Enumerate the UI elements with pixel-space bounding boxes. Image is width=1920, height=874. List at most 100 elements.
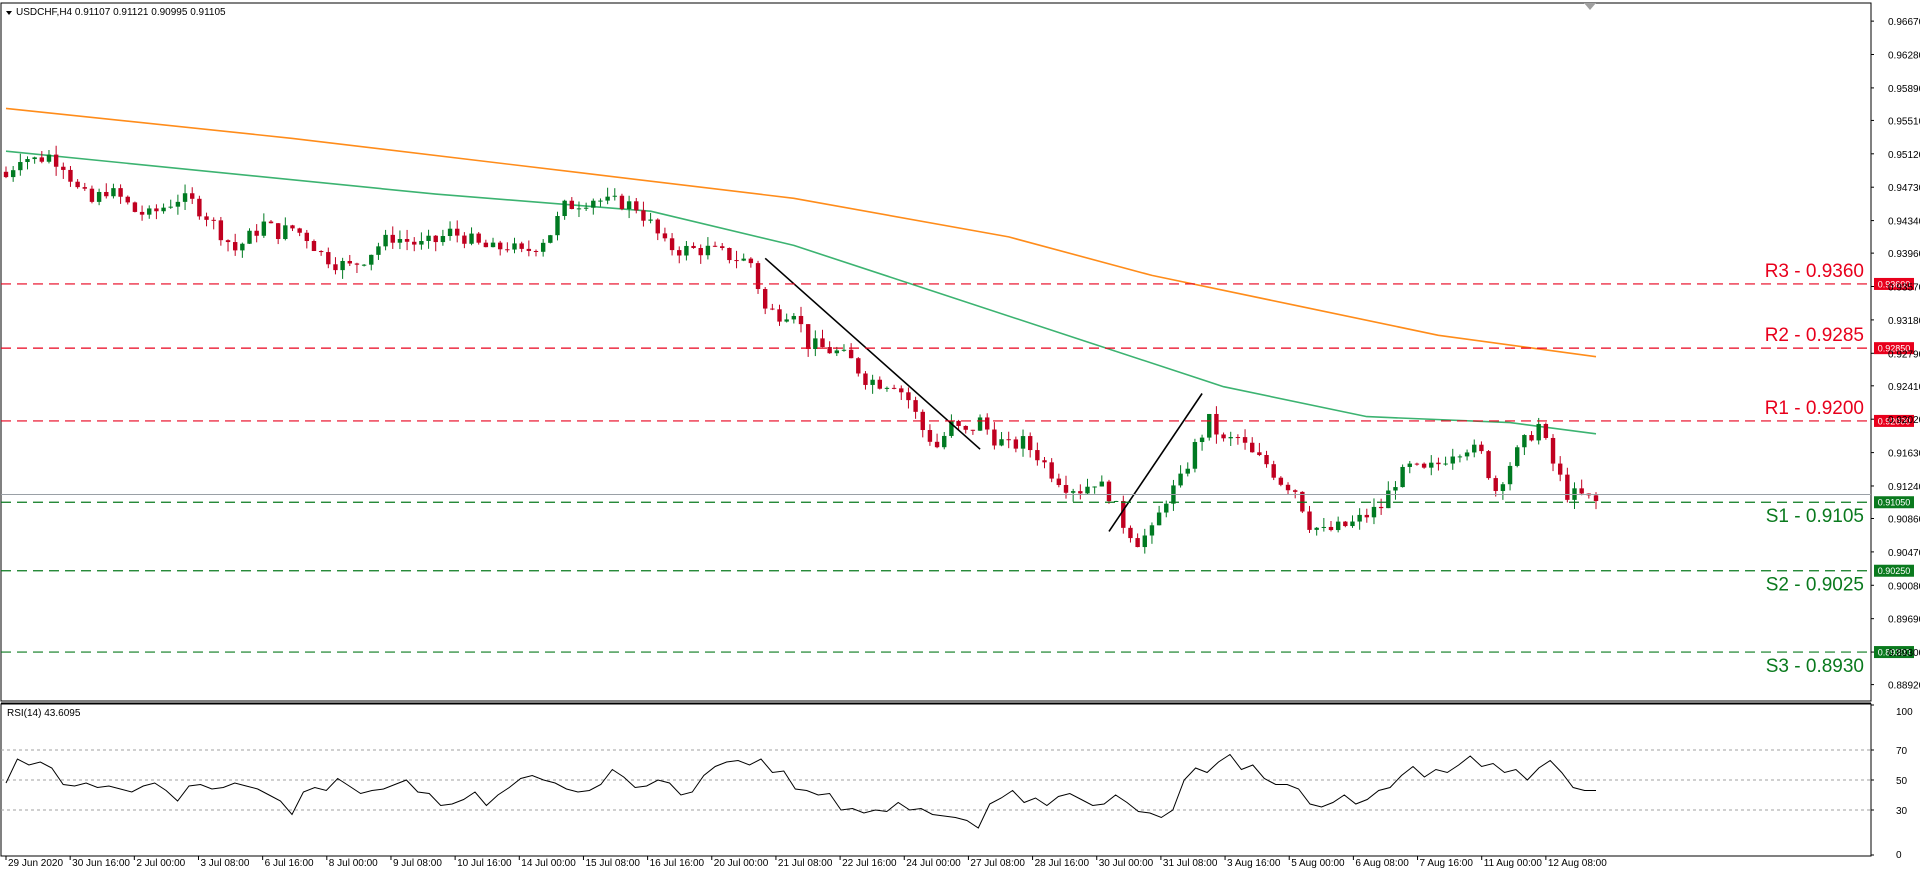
bear-candle-body — [1121, 500, 1126, 528]
level-label-s3: S3 - 0.8930 — [1766, 656, 1864, 677]
bear-candle-body — [3, 171, 9, 178]
bull-candle-body — [1178, 473, 1183, 486]
bear-candle-body — [433, 235, 438, 243]
bull-candle-body — [1192, 442, 1198, 469]
bear-candle-body — [770, 308, 775, 310]
bull-candle-body — [999, 439, 1004, 446]
trendline[interactable] — [1108, 393, 1203, 532]
rsi-info-label: RSI(14) 43.6095 — [7, 708, 81, 719]
bull-candle-body — [361, 264, 367, 266]
bull-candle-body — [841, 349, 847, 351]
bear-candle-body — [1135, 538, 1140, 548]
bear-candle-body — [390, 234, 395, 243]
trendline[interactable] — [764, 257, 981, 450]
bear-candle-body — [1436, 462, 1441, 465]
bear-candle-body — [61, 166, 66, 170]
bear-candle-body — [68, 169, 73, 182]
bull-candle-body — [1393, 487, 1398, 491]
time-tick-label: 11 Aug 00:00 — [1484, 858, 1543, 869]
bull-candle-body — [1522, 435, 1527, 448]
chart-shift-marker-icon[interactable] — [1584, 3, 1596, 10]
time-tick-label: 2 Jul 00:00 — [136, 858, 185, 869]
bull-candle-body — [1400, 466, 1405, 488]
bull-candle-body — [397, 239, 403, 243]
bull-candle-body — [1092, 486, 1097, 488]
bull-candle-body — [369, 254, 374, 265]
bear-candle-body — [354, 263, 360, 265]
bear-candle-body — [970, 429, 976, 431]
symbol-dropdown-icon[interactable] — [6, 11, 12, 15]
bull-candle-body — [555, 216, 560, 236]
bear-candle-body — [1035, 450, 1040, 461]
bear-candle-body — [1235, 437, 1241, 439]
bear-candle-body — [526, 248, 532, 251]
bear-candle-body — [290, 225, 295, 229]
bear-candle-body — [326, 252, 331, 265]
bull-candle-body — [1386, 490, 1391, 509]
bull-candle-body — [598, 200, 603, 202]
bull-candle-body — [168, 206, 173, 208]
bear-candle-body — [1027, 436, 1033, 451]
bull-candle-body — [870, 379, 875, 385]
rsi-tick-label: 100 — [1896, 707, 1913, 718]
rsi-tick-label: 50 — [1896, 776, 1908, 787]
bear-candle-body — [1285, 484, 1291, 491]
bear-candle-body — [1049, 462, 1054, 479]
bear-candle-body — [805, 324, 811, 349]
bear-candle-body — [190, 193, 195, 199]
bull-candle-body — [684, 245, 689, 256]
time-tick-label: 6 Jul 16:00 — [265, 858, 314, 869]
bear-candle-body — [1414, 463, 1420, 465]
bear-candle-body — [533, 250, 539, 252]
time-axis: 29 Jun 2020 30 Jun 16:00 2 Jul 00:00 3 Jul … — [5, 856, 1607, 869]
bear-candle-body — [505, 249, 510, 251]
bull-candle-body — [949, 420, 954, 436]
bear-candle-body — [82, 187, 87, 189]
time-tick-label: 15 Jul 08:00 — [585, 858, 640, 869]
bear-candle-body — [734, 260, 739, 262]
bull-candle-body — [1142, 535, 1147, 548]
bull-candle-body — [605, 196, 610, 201]
bear-candle-body — [798, 315, 804, 325]
bear-candle-body — [483, 242, 489, 248]
ma-fast-line — [5, 150, 1597, 435]
bear-candle-body — [1242, 437, 1248, 443]
time-tick-label: 14 Jul 00:00 — [521, 858, 576, 869]
level-label-s2: S2 - 0.9025 — [1766, 575, 1864, 596]
bull-candle-body — [1429, 462, 1434, 468]
bull-candle-body — [648, 219, 653, 221]
bull-candle-body — [490, 242, 496, 248]
bear-candle-body — [1250, 442, 1255, 453]
trendlines[interactable] — [764, 257, 1203, 532]
bear-candle-body — [232, 242, 238, 251]
time-tick-label: 30 Jul 00:00 — [1099, 858, 1154, 869]
bear-candle-body — [956, 420, 961, 426]
bear-candle-body — [1328, 526, 1334, 531]
bear-candle-body — [891, 387, 897, 389]
bear-candle-body — [1214, 413, 1219, 435]
bear-candle-body — [1106, 481, 1112, 502]
bear-candle-body — [777, 309, 782, 322]
bull-candle-body — [562, 200, 567, 217]
bull-candle-body — [1185, 468, 1190, 474]
bear-candle-body — [820, 338, 825, 348]
bear-candle-body — [677, 250, 682, 256]
bear-candle-body — [1543, 423, 1549, 438]
bear-candle-body — [268, 221, 274, 224]
bear-candle-body — [1479, 444, 1484, 452]
bear-candle-body — [197, 198, 202, 217]
bull-candle-body — [784, 319, 789, 322]
bull-candle-body — [1156, 512, 1162, 526]
bull-candle-body — [741, 258, 746, 261]
bull-candle-body — [18, 162, 23, 171]
bear-candle-body — [1593, 495, 1599, 502]
bull-candle-body — [1407, 463, 1412, 467]
bear-candle-body — [1579, 488, 1584, 494]
bear-candle-body — [311, 241, 317, 252]
